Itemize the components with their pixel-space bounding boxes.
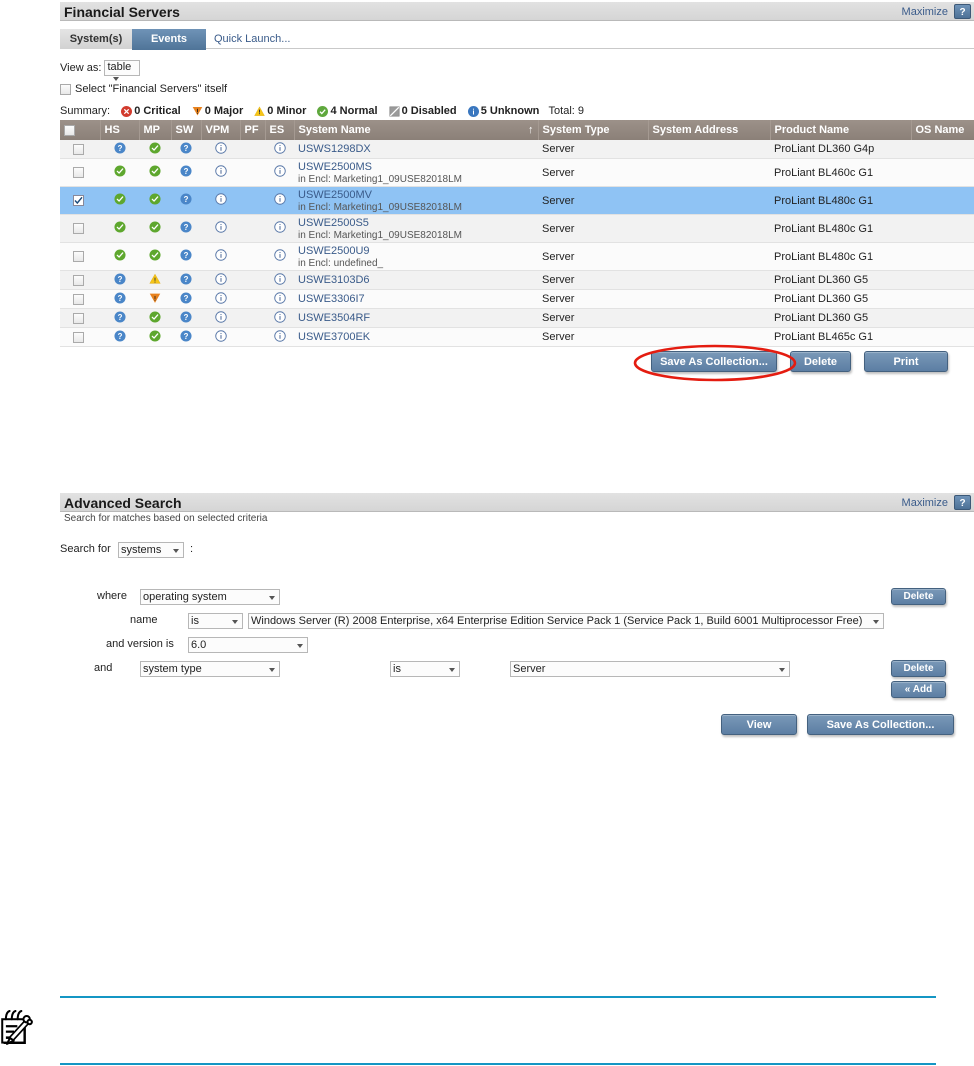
svg-text:?: ? xyxy=(184,293,189,302)
svg-text:?: ? xyxy=(117,143,122,152)
svg-text:?: ? xyxy=(184,312,189,321)
svg-text:?: ? xyxy=(184,251,189,260)
svg-text:?: ? xyxy=(184,143,189,152)
svg-text:?: ? xyxy=(117,312,122,321)
svg-text:?: ? xyxy=(184,331,189,340)
svg-text:?: ? xyxy=(117,274,122,283)
svg-text:?: ? xyxy=(184,274,189,283)
svg-text:?: ? xyxy=(184,195,189,204)
svg-text:?: ? xyxy=(184,167,189,176)
svg-text:?: ? xyxy=(184,223,189,232)
svg-text:?: ? xyxy=(117,293,122,302)
svg-text:?: ? xyxy=(117,331,122,340)
